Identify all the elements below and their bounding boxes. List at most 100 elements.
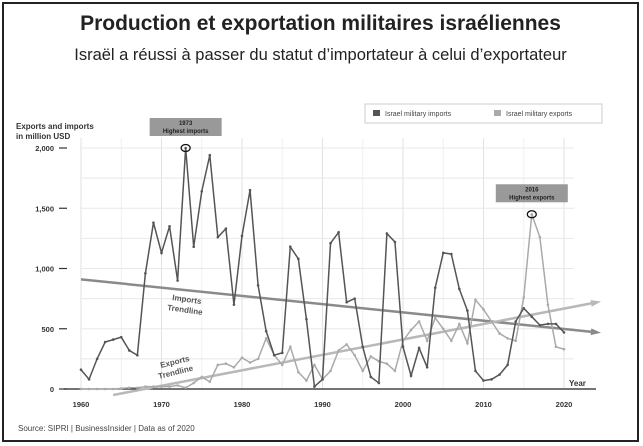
y-tick-label: 2,000 [35,144,54,153]
data-point [289,245,292,249]
data-point [498,373,501,376]
x-tick-label: 1980 [234,400,251,409]
data-point [474,369,477,373]
data-point [538,323,542,327]
data-point [87,387,91,391]
data-point [562,347,566,351]
annotation-year: 1973 [179,121,193,127]
data-point [490,320,493,323]
data-point [458,322,461,326]
data-point [168,225,171,228]
data-point [514,339,517,343]
annotation-text: Highest imports [163,129,209,135]
data-point [144,272,147,275]
data-point [345,300,348,304]
data-point [144,385,147,388]
chart-frame: Production et exportation militaires isr… [2,2,639,442]
data-point [119,387,123,390]
trendline-arrow-icon [590,300,601,307]
trendline-arrow-icon [590,328,602,336]
data-point [329,369,332,373]
data-point [417,320,421,323]
legend-label-exports: Israel military exports [506,111,573,118]
data-point [345,343,348,346]
data-point [337,349,340,352]
data-point [79,387,83,391]
data-point [136,353,139,357]
data-point [192,245,195,249]
data-point [425,339,429,343]
y-tick-label: 1,500 [35,204,54,213]
data-point [554,322,558,326]
annotation-box [149,118,222,136]
data-point [329,241,332,245]
x-tick-label: 2020 [556,400,573,409]
data-point [522,296,526,299]
data-point [417,346,421,350]
data-point [369,375,373,379]
data-point [240,356,244,359]
data-point [474,298,477,302]
x-tick-label: 1990 [314,400,331,409]
data-point [79,368,83,372]
data-point [87,378,91,381]
data-point [111,338,115,341]
data-point [482,379,485,382]
y-axis-label-2: in million USD [16,132,70,141]
trendline-imports [80,278,598,334]
data-point [393,240,397,244]
data-point [498,332,501,335]
data-point [369,355,373,358]
data-point [192,381,195,385]
legend-box [364,103,603,124]
data-point [466,341,469,345]
data-point [119,335,123,339]
data-point [208,380,212,384]
annotation-box [495,184,568,203]
data-point [321,378,324,381]
source-note: Source: SIPRI | BusinessInsider | Data a… [18,424,195,433]
data-point [224,362,228,365]
data-point [385,232,389,235]
data-point [490,378,493,381]
data-point [200,375,204,379]
data-point [280,363,284,367]
data-point [216,363,220,367]
data-point [297,370,300,374]
data-point [128,386,131,390]
data-point [103,387,107,391]
data-point [297,257,300,261]
data-point [248,188,252,192]
data-point [152,385,155,388]
highlight-circle [180,143,191,153]
y-tick-label: 0 [50,385,54,394]
legend-label-imports: Israel military imports [385,111,452,118]
y-axis-label-1: Exports and imports [16,122,94,131]
data-point [538,235,542,239]
data-point [353,353,357,357]
annotation-year: 2016 [525,187,539,193]
x-tick-label: 2000 [395,400,412,409]
legend-swatch-exports [494,110,501,116]
chart-title: Production et exportation militaires isr… [80,12,561,35]
data-point [441,327,445,331]
data-point [224,227,228,231]
x-tick-label: 2010 [475,400,492,409]
y-tick-label: 1,000 [35,265,54,274]
trendline-exports [112,301,598,397]
data-point [184,146,187,150]
x-axis-label: Year [569,379,586,388]
data-point [176,279,179,282]
data-point [313,385,316,388]
data-point [264,329,268,333]
data-point [385,362,389,365]
data-point [514,320,517,323]
data-point [409,374,413,378]
data-point [393,369,397,373]
data-point [337,231,340,234]
data-point [256,357,260,361]
data-point [433,316,437,320]
x-tick-label: 1970 [153,400,170,409]
data-point [305,379,308,382]
data-point [176,384,179,387]
